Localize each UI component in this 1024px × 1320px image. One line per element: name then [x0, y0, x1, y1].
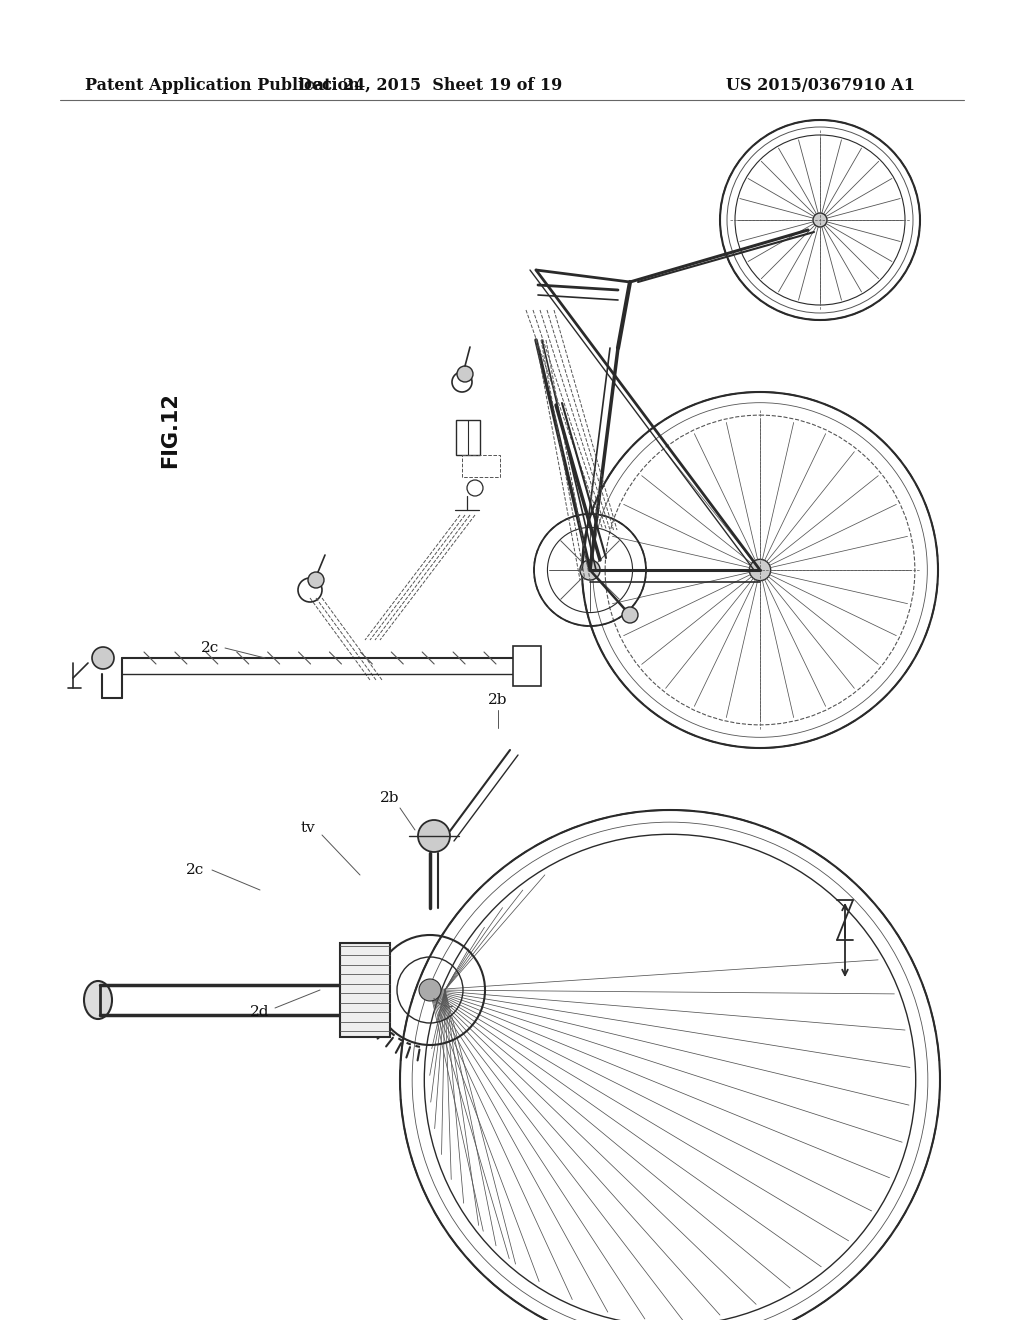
Circle shape [813, 213, 827, 227]
Bar [513, 645, 541, 686]
Text: tv: tv [301, 821, 315, 836]
Circle shape [457, 366, 473, 381]
Text: FIG.12: FIG.12 [160, 392, 180, 467]
Text: 2c: 2c [201, 642, 219, 655]
Circle shape [419, 979, 441, 1001]
Text: 2d: 2d [250, 1005, 269, 1019]
Circle shape [750, 560, 771, 581]
Circle shape [622, 607, 638, 623]
Text: 2c: 2c [186, 863, 204, 876]
Text: Patent Application Publication: Patent Application Publication [85, 77, 359, 94]
Bar [340, 944, 390, 1036]
Circle shape [418, 820, 450, 851]
Circle shape [580, 560, 600, 579]
Circle shape [92, 647, 114, 669]
Text: Dec. 24, 2015  Sheet 19 of 19: Dec. 24, 2015 Sheet 19 of 19 [298, 77, 562, 94]
Text: 2b: 2b [488, 693, 508, 708]
Text: 2b: 2b [380, 791, 399, 805]
Text: US 2015/0367910 A1: US 2015/0367910 A1 [725, 77, 914, 94]
Circle shape [308, 572, 324, 587]
Bar [462, 455, 500, 477]
Ellipse shape [84, 981, 112, 1019]
Bar [456, 420, 480, 455]
